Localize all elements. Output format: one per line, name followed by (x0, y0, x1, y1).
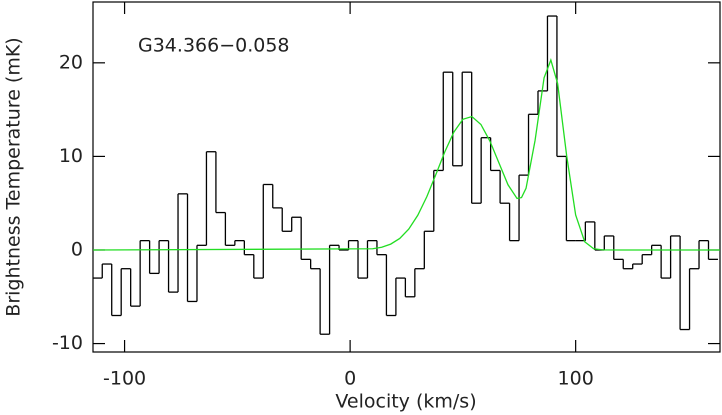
x-axis-label: Velocity (km/s) (335, 391, 476, 413)
y-axis-label: Brightness Temperature (mK) (3, 37, 25, 316)
y-tick-label: -10 (52, 332, 83, 354)
x-tick-label: 0 (344, 368, 356, 390)
x-tick-label: 100 (558, 368, 594, 390)
plot-frame (92, 1, 721, 353)
x-tick-label: -100 (103, 368, 146, 390)
fit-curve (92, 57, 720, 251)
y-tick-label: 0 (71, 238, 83, 260)
annotation: G34.366−0.058 (138, 35, 290, 57)
y-tick-label: 20 (59, 51, 83, 73)
y-tick-label: 10 (59, 145, 83, 167)
